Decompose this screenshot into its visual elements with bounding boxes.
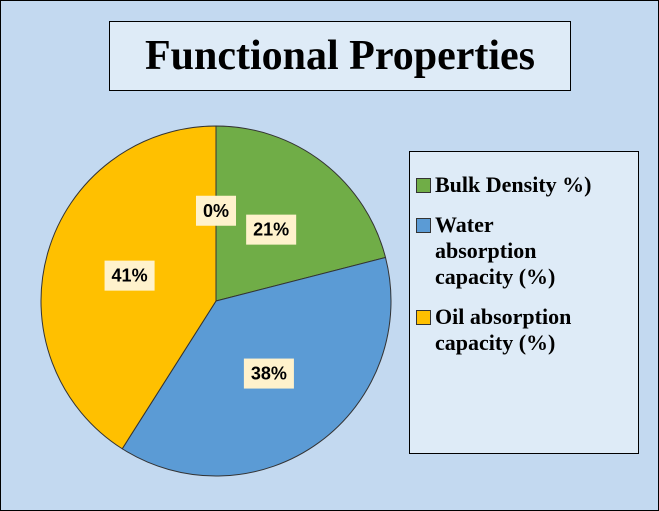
data-label-box — [104, 260, 155, 291]
chart-title: Functional Properties — [109, 21, 571, 91]
legend-item: Water absorption capacity (%) — [416, 212, 632, 290]
data-label-text: 21% — [253, 220, 289, 240]
legend-swatch — [416, 178, 431, 193]
data-label-box — [195, 195, 237, 226]
legend-item: Oil absorption capacity (%) — [416, 304, 632, 356]
legend-label: Water absorption capacity (%) — [435, 212, 556, 289]
data-label: 21% — [246, 214, 297, 245]
data-label: 0% — [195, 195, 237, 226]
legend-swatch — [416, 218, 431, 233]
legend-label: Bulk Density %) — [435, 172, 592, 197]
legend-item: Bulk Density %) — [416, 172, 632, 198]
data-label-text: 41% — [112, 266, 148, 286]
data-label: 41% — [104, 260, 155, 291]
pie-slice — [215, 125, 387, 302]
data-label-text: 38% — [251, 364, 287, 384]
legend-label: Oil absorption capacity (%) — [435, 304, 572, 355]
data-label-box — [243, 358, 294, 389]
data-label: 38% — [243, 358, 294, 389]
legend-swatch — [416, 310, 431, 325]
data-label-box — [246, 214, 297, 245]
data-label-text: 0% — [203, 201, 229, 221]
legend: Bulk Density %) Water absorption capacity… — [409, 151, 639, 454]
